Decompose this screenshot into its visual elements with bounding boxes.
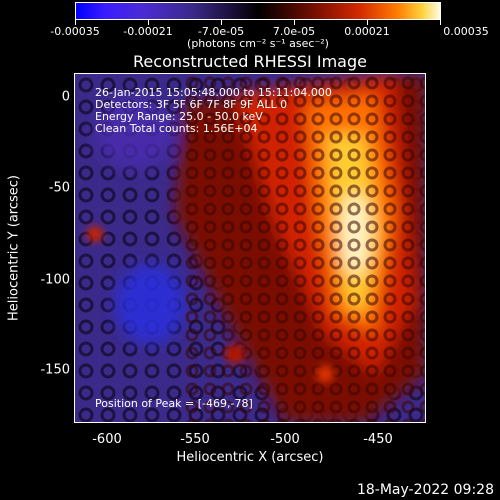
- date-stamp: 18-May-2022 09:28: [356, 482, 494, 498]
- colorbar-tick-label: -0.00021: [123, 25, 173, 38]
- image-title: Reconstructed RHESSI Image: [133, 52, 367, 71]
- y-tick-label: -100: [40, 272, 70, 288]
- annotation-clean-counts: Clean Total counts: 1.56E+04: [95, 122, 258, 135]
- colorbar-tick: [440, 20, 441, 25]
- rhessi-image: 26-Jan-2015 15:05:48.000 to 15:11:04.000…: [74, 73, 426, 423]
- x-tick-label: -550: [180, 432, 210, 447]
- colorbar: [75, 2, 441, 20]
- annotation-detectors: Detectors: 3F 5F 6F 7F 8F 9F ALL 0: [95, 98, 288, 111]
- x-tick-label: -500: [270, 432, 300, 447]
- colorbar-tick: [367, 20, 368, 25]
- colorbar-tick: [148, 20, 149, 25]
- rhessi-image-map: [75, 74, 425, 422]
- y-axis-label: Heliocentric Y (arcsec): [6, 175, 22, 321]
- colorbar-tick: [75, 20, 76, 25]
- y-tick-label: -150: [40, 362, 70, 378]
- colorbar-tick-label: 7.0e-05: [272, 25, 316, 38]
- colorbar-units: (photons cm⁻² s⁻¹ asec⁻²): [187, 37, 329, 50]
- x-axis-label: Heliocentric X (arcsec): [176, 450, 324, 465]
- colorbar-tick: [294, 20, 295, 25]
- y-tick-label: 0: [61, 89, 70, 105]
- annotation-energy-range: Energy Range: 25.0 - 50.0 keV: [95, 110, 263, 123]
- x-tick-label: -600: [92, 432, 122, 447]
- annotation-time-range: 26-Jan-2015 15:05:48.000 to 15:11:04.000: [95, 86, 332, 99]
- colorbar-tick: [221, 20, 222, 25]
- y-tick-label: -50: [48, 180, 70, 196]
- colorbar-tick-label: 0.00035: [443, 25, 489, 38]
- x-tick-label: -450: [363, 432, 393, 447]
- colorbar-tick-label: -7.0e-05: [197, 25, 245, 38]
- annotation-peak-position: Position of Peak = [-469,-78]: [95, 397, 253, 410]
- colorbar-tick-label: 0.00021: [344, 25, 390, 38]
- colorbar-tick-label: -0.00035: [50, 25, 100, 38]
